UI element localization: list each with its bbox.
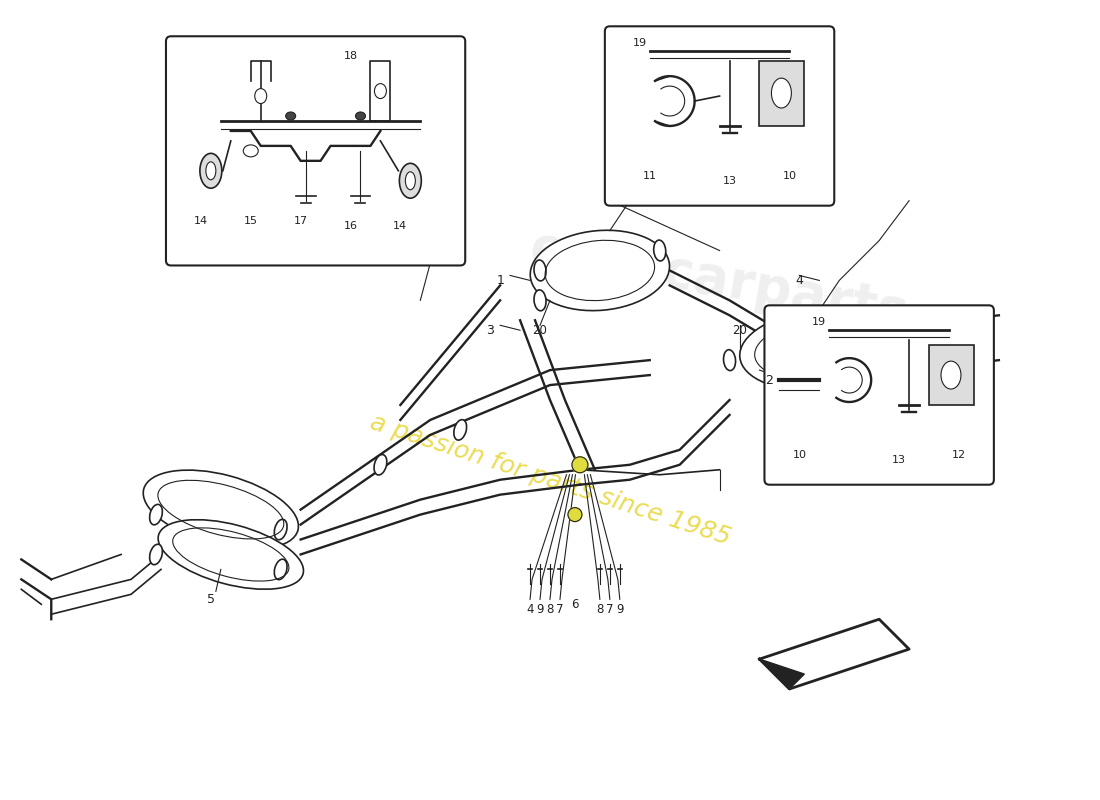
Text: 12: 12 [952,450,966,460]
Text: a passion for parts since 1985: a passion for parts since 1985 [366,410,734,550]
Text: 14: 14 [194,216,208,226]
Ellipse shape [355,112,365,120]
Ellipse shape [724,350,736,370]
Text: 16: 16 [343,221,358,230]
Ellipse shape [534,260,546,281]
Circle shape [572,457,587,473]
Text: 6: 6 [571,598,579,610]
Text: 7: 7 [606,602,614,616]
Text: 19: 19 [632,38,647,48]
Ellipse shape [893,320,905,341]
Ellipse shape [150,544,163,565]
FancyBboxPatch shape [764,306,994,485]
Ellipse shape [399,163,421,198]
Text: 8: 8 [547,602,553,616]
Ellipse shape [454,420,466,440]
Text: 11: 11 [642,170,657,181]
Text: 15: 15 [244,216,257,226]
Text: 18: 18 [343,51,358,61]
Ellipse shape [206,162,216,180]
Text: 4: 4 [526,602,534,616]
Bar [759,61,804,126]
Ellipse shape [200,154,222,188]
Text: 1: 1 [496,274,504,287]
Text: 8: 8 [596,602,604,616]
Polygon shape [759,659,804,689]
Text: eurocarparts: eurocarparts [526,222,913,339]
Text: 20: 20 [733,324,747,337]
Ellipse shape [274,559,287,580]
Ellipse shape [530,230,670,310]
Text: 13: 13 [723,176,737,186]
Text: 9: 9 [616,602,624,616]
Ellipse shape [255,89,266,103]
Ellipse shape [374,454,387,475]
Text: 20: 20 [532,324,548,337]
FancyBboxPatch shape [166,36,465,266]
Ellipse shape [150,504,163,525]
Ellipse shape [534,290,546,310]
Text: 2: 2 [766,374,773,386]
Ellipse shape [286,112,296,120]
Text: 3: 3 [486,324,494,337]
Text: 10: 10 [792,450,806,460]
Ellipse shape [374,84,386,98]
Bar [930,345,974,405]
Ellipse shape [406,172,416,190]
Ellipse shape [739,310,899,390]
Ellipse shape [274,519,287,540]
Ellipse shape [158,520,304,590]
FancyBboxPatch shape [605,26,834,206]
Ellipse shape [940,361,961,389]
Ellipse shape [771,78,791,108]
Text: 13: 13 [892,454,906,465]
Text: 5: 5 [207,593,215,606]
Ellipse shape [243,145,258,157]
Ellipse shape [653,240,666,261]
Text: 14: 14 [394,221,407,230]
Text: 19: 19 [812,318,826,327]
Text: 10: 10 [782,170,796,181]
Text: 4: 4 [795,274,803,287]
Text: 17: 17 [294,216,308,226]
Polygon shape [759,619,909,689]
Circle shape [568,508,582,522]
Text: 7: 7 [557,602,563,616]
Ellipse shape [143,470,298,549]
Text: 9: 9 [537,602,543,616]
